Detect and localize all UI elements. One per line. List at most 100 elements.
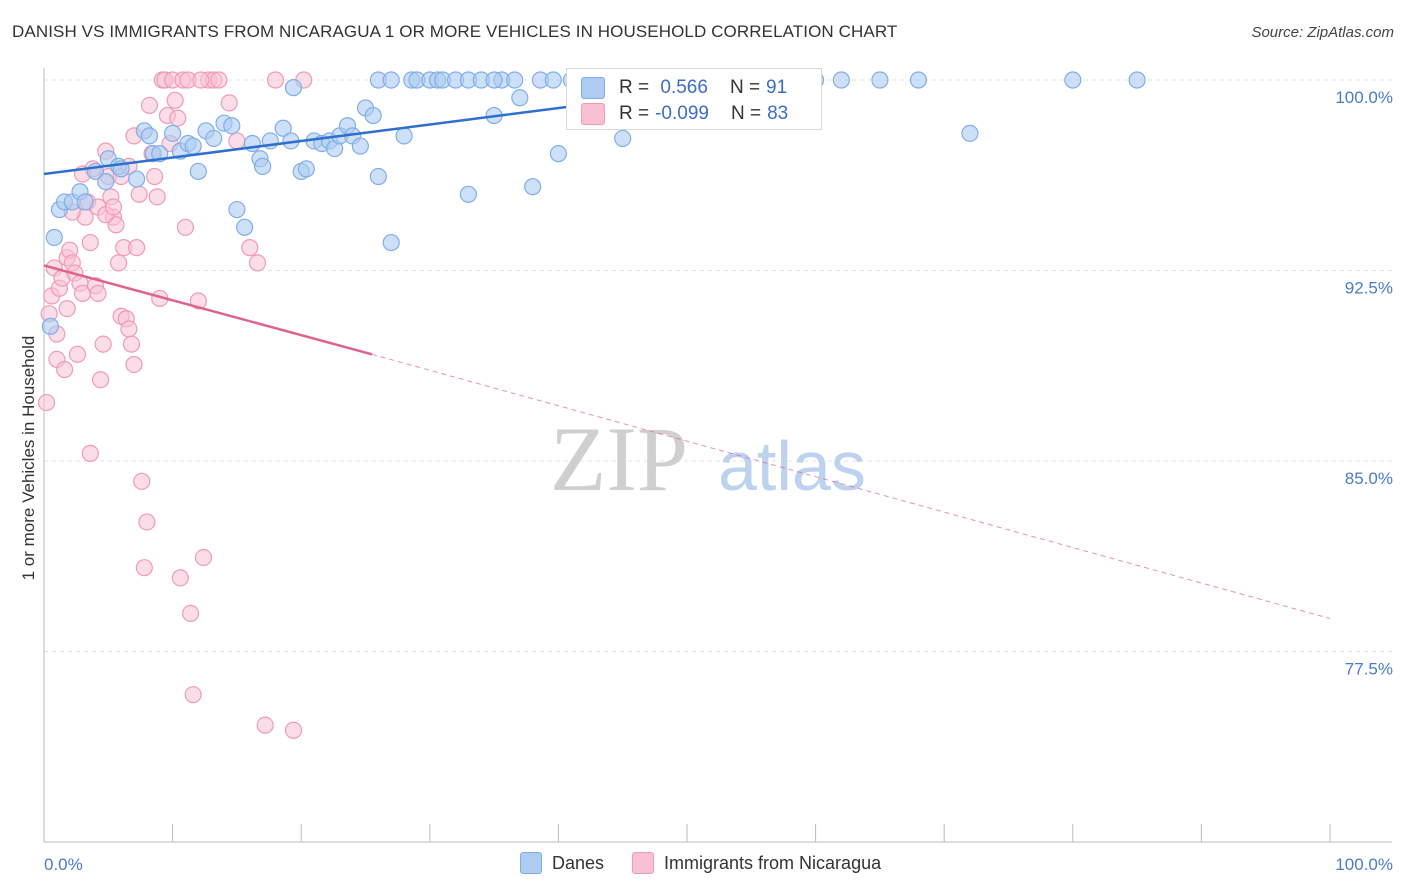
danes-point (459, 185, 477, 203)
nicaragua-point (120, 320, 138, 338)
y-tick-label: 92.5% (1345, 279, 1393, 298)
nicaragua-point (81, 444, 99, 462)
nicaragua-point (228, 132, 246, 150)
danes-point (223, 117, 241, 135)
danes-point (549, 145, 568, 163)
nicaragua-point (140, 96, 159, 115)
nicaragua-point (284, 721, 303, 739)
nicaragua-point (58, 300, 76, 318)
legend: Danes Immigrants from Nicaragua (520, 852, 881, 874)
x-tick-label: 100.0% (1335, 855, 1393, 874)
danes-point (506, 71, 524, 89)
nicaragua-trend-extension (371, 353, 1331, 619)
danes-point (511, 89, 529, 107)
danes-point (274, 119, 292, 137)
legend-item-nicaragua: Immigrants from Nicaragua (632, 852, 881, 874)
nicaragua-point (130, 185, 148, 203)
danes-point (395, 127, 413, 145)
watermark-zip: ZIP (550, 408, 688, 510)
nicaragua-point (194, 548, 213, 567)
stats-r-value-nicaragua: -0.099 (655, 103, 709, 124)
danes-point (297, 160, 315, 178)
stats-swatch-nicaragua (581, 103, 605, 125)
danes-point (140, 127, 159, 145)
y-axis-label: 1 or more Vehicles in Household (19, 336, 38, 581)
nicaragua-point (145, 167, 164, 186)
watermark: ZIP atlas (550, 408, 866, 510)
series-nicaragua-points (37, 71, 313, 739)
legend-swatch-danes (520, 852, 542, 874)
nicaragua-point (109, 254, 128, 272)
nicaragua-point (220, 94, 238, 112)
danes-point (236, 218, 254, 236)
trend-lines (43, 78, 1331, 619)
nicaragua-point (91, 371, 110, 389)
nicaragua-point (122, 335, 141, 353)
legend-label-danes: Danes (552, 852, 605, 873)
nicaragua-point (241, 239, 259, 257)
danes-point (284, 79, 303, 97)
danes-point (961, 124, 979, 142)
gridlines (44, 79, 1392, 652)
danes-point (45, 228, 63, 247)
y-tick-labels: 77.5% 85.0% 92.5% 100.0% (1335, 88, 1393, 679)
legend-label-nicaragua: Immigrants from Nicaragua (664, 852, 882, 873)
danes-point (544, 71, 562, 89)
stats-row-danes: R = 0.566 N = 91 (581, 75, 787, 101)
axes (43, 68, 1392, 843)
source-label: Source: ZipAtlas.com (1251, 24, 1394, 41)
nicaragua-point (138, 513, 156, 531)
x-tick-label: 0.0% (44, 855, 83, 874)
danes-point (382, 233, 400, 252)
y-tick-label: 77.5% (1345, 660, 1393, 679)
danes-point (127, 170, 146, 188)
nicaragua-point (81, 233, 99, 252)
nicaragua-point (192, 71, 210, 89)
stats-r-value-danes: 0.566 (655, 77, 708, 98)
danes-point (485, 71, 503, 89)
nicaragua-point (184, 686, 202, 704)
danes-point (164, 124, 182, 142)
stats-box: R = 0.566 N = 91 R = -0.099 N = 83 (566, 68, 822, 130)
danes-point (524, 178, 542, 196)
danes-point (909, 71, 928, 89)
stats-r-label: R = (619, 103, 650, 124)
nicaragua-point (125, 355, 143, 374)
nicaragua-point (166, 91, 184, 109)
nicaragua-point (148, 188, 166, 206)
nicaragua-point (169, 109, 187, 127)
stats-n-value-danes: 91 (766, 77, 788, 98)
danes-point (351, 137, 369, 155)
stats-r-label: R = (619, 77, 650, 98)
nicaragua-point (127, 239, 146, 257)
danes-point (364, 106, 382, 125)
danes-point (205, 129, 223, 148)
nicaragua-point (133, 472, 151, 490)
nicaragua-point (55, 360, 74, 379)
nicaragua-point (248, 254, 267, 272)
danes-point (382, 71, 400, 89)
danes-point (228, 200, 246, 219)
nicaragua-point (89, 284, 107, 302)
legend-swatch-nicaragua (632, 852, 655, 874)
danes-point (184, 137, 202, 155)
nicaragua-point (176, 218, 195, 236)
danes-point (369, 167, 387, 186)
nicaragua-point (107, 216, 125, 234)
danes-point (189, 162, 207, 181)
nicaragua-point (266, 71, 285, 89)
nicaragua-point (256, 716, 274, 734)
x-tick-labels: 0.0% 100.0% (44, 855, 1393, 874)
stats-n-value-nicaragua: 83 (767, 103, 789, 124)
nicaragua-point (68, 345, 87, 363)
danes-point (254, 157, 272, 175)
watermark-atlas: atlas (718, 427, 866, 505)
y-tick-label: 100.0% (1335, 88, 1393, 107)
stats-row-nicaragua: R = -0.099 N = 83 (581, 101, 788, 127)
nicaragua-trend-line (43, 264, 373, 356)
danes-point (832, 71, 850, 89)
danes-point (871, 71, 889, 89)
stats-n-label: N = (730, 103, 762, 124)
chart-title: DANISH VS IMMIGRANTS FROM NICARAGUA 1 OR… (12, 22, 898, 41)
